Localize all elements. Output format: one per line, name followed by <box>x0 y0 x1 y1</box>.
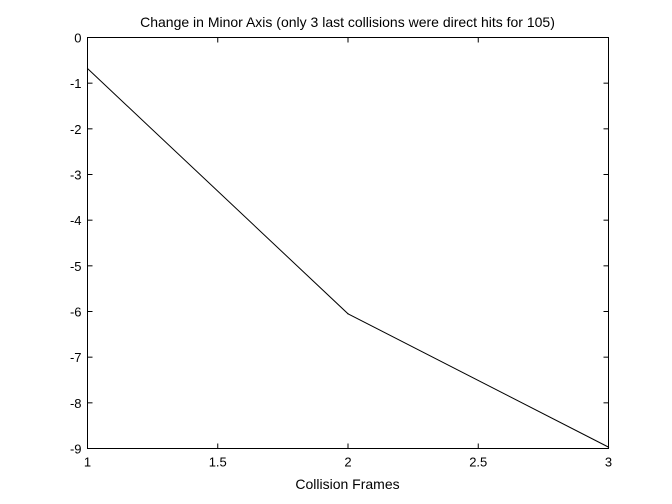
x-tick-label: 2 <box>344 455 351 470</box>
y-tick-label: -1 <box>70 76 82 91</box>
chart-title: Change in Minor Axis (only 3 last collis… <box>140 14 555 30</box>
y-tick-label: -8 <box>70 396 82 411</box>
y-tick-label: -4 <box>70 213 82 228</box>
x-tick-label: 2.5 <box>469 455 487 470</box>
plot-area <box>88 38 609 449</box>
x-axis-label: Collision Frames <box>295 476 399 492</box>
y-tick-label: -2 <box>70 122 82 137</box>
data-point <box>608 447 609 448</box>
data-point <box>347 313 348 314</box>
y-tick-label: -7 <box>70 350 82 365</box>
y-tick-label: -3 <box>70 168 82 183</box>
x-tick-label: 1.5 <box>209 455 227 470</box>
data-point <box>87 68 88 69</box>
y-tick-label: -5 <box>70 259 82 274</box>
x-tick-label: 1 <box>84 455 91 470</box>
y-tick-label: -9 <box>70 442 82 457</box>
y-tick-label: -6 <box>70 305 82 320</box>
x-tick-label: 3 <box>605 455 612 470</box>
y-tick-label: 0 <box>74 31 81 46</box>
